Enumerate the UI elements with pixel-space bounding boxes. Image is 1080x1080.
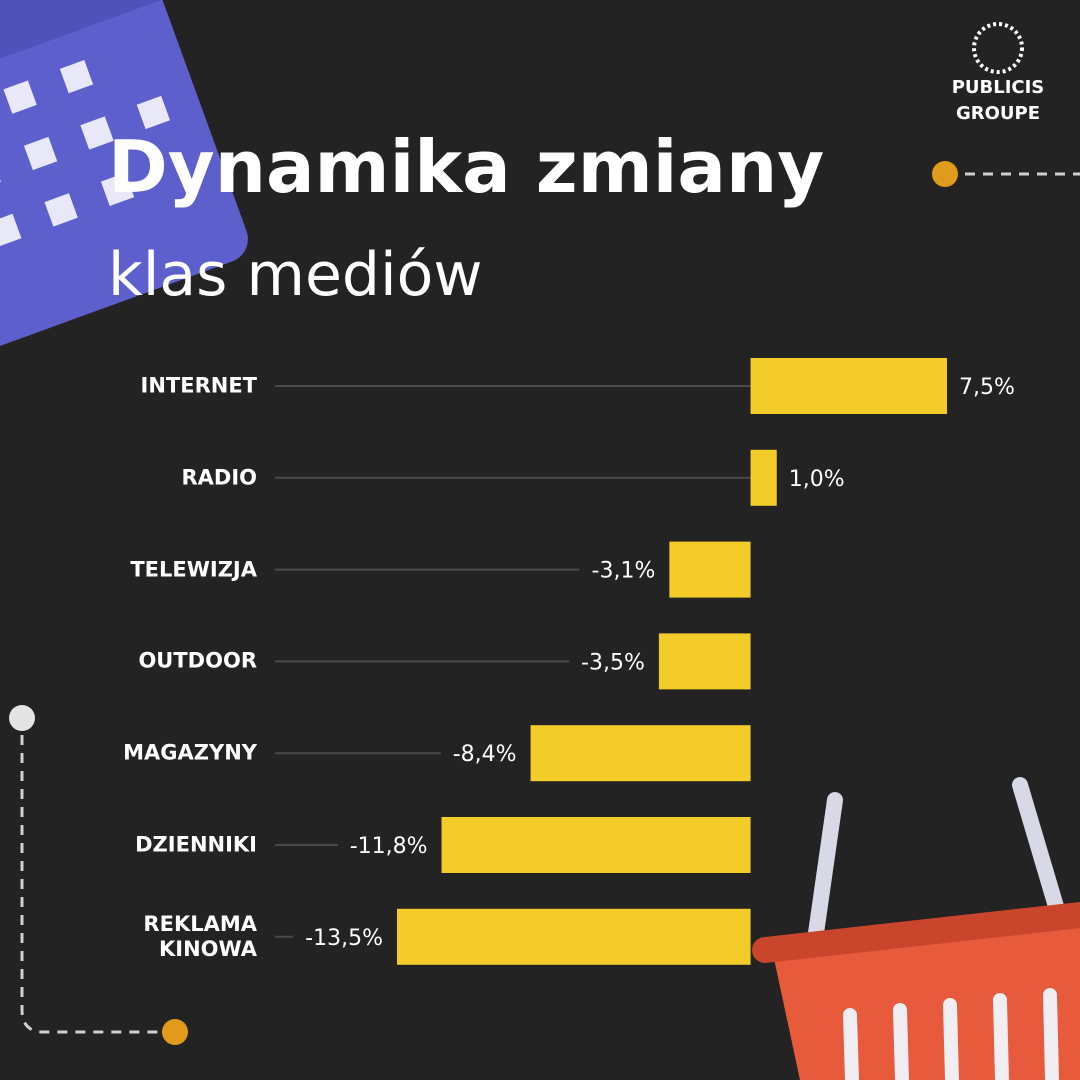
value-label: -3,1% [592, 559, 656, 584]
value-label: -3,5% [581, 650, 645, 675]
bar [669, 541, 751, 598]
value-label: -11,8% [350, 834, 428, 859]
dot [9, 705, 35, 731]
bar [441, 817, 751, 873]
category-label: OUTDOOR [138, 648, 257, 673]
logo-mark [972, 22, 1024, 74]
value-label: -13,5% [305, 926, 383, 951]
category-label: MAGAZYNY [123, 740, 257, 765]
calendar-decoration [0, 0, 248, 360]
bar [658, 633, 751, 690]
bar [397, 908, 751, 965]
logo-text: GROUPE [956, 103, 1040, 124]
category-label: DZIENNIKI [135, 832, 257, 857]
dot [932, 161, 958, 187]
category-label: INTERNET [140, 373, 257, 398]
logo-text: PUBLICIS [952, 77, 1045, 98]
chart-title: Dynamika zmiany [108, 125, 824, 209]
category-label: TELEWIZJA [130, 557, 257, 582]
bar [750, 449, 777, 506]
dashed-decoration [20, 172, 1080, 1034]
basket-decoration [752, 777, 1080, 1080]
value-label: 7,5% [959, 375, 1015, 400]
bar [750, 358, 947, 414]
dot [162, 1019, 188, 1045]
category-label: REKLAMA KINOWA [143, 911, 257, 961]
value-label: 1,0% [789, 467, 845, 492]
value-label: -8,4% [453, 742, 517, 767]
bar [530, 725, 751, 782]
chart-subtitle: klas mediów [108, 240, 482, 310]
category-label: RADIO [181, 465, 257, 490]
